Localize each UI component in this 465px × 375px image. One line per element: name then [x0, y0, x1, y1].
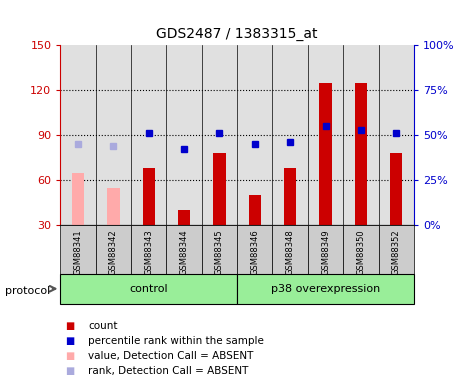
Bar [272, 45, 308, 225]
Bar [107, 188, 120, 225]
Bar [72, 172, 84, 225]
Bar [272, 225, 308, 274]
Bar [237, 274, 414, 304]
Text: value, Detection Call = ABSENT: value, Detection Call = ABSENT [88, 351, 254, 361]
Bar [308, 225, 343, 274]
Text: GSM88350: GSM88350 [356, 229, 365, 274]
Bar [213, 153, 226, 225]
Text: GSM88352: GSM88352 [392, 229, 401, 274]
Bar [343, 225, 379, 274]
Bar [379, 225, 414, 274]
Bar [237, 225, 272, 274]
Text: control: control [129, 284, 168, 294]
Text: GSM88345: GSM88345 [215, 229, 224, 274]
Bar [343, 45, 379, 225]
Bar [355, 82, 367, 225]
Text: protocol: protocol [5, 286, 50, 296]
Bar [319, 82, 332, 225]
Text: ■: ■ [65, 366, 74, 375]
Bar [379, 45, 414, 225]
Bar [60, 45, 96, 225]
Bar [284, 168, 296, 225]
Text: rank, Detection Call = ABSENT: rank, Detection Call = ABSENT [88, 366, 249, 375]
Bar [202, 225, 237, 274]
Bar [390, 153, 402, 225]
Text: GSM88348: GSM88348 [286, 229, 295, 274]
Bar [96, 225, 131, 274]
Bar [178, 210, 190, 225]
Text: ■: ■ [65, 321, 74, 331]
Bar [96, 45, 131, 225]
Bar [131, 225, 166, 274]
Bar [308, 45, 343, 225]
Bar [166, 225, 202, 274]
Text: p38 overexpression: p38 overexpression [271, 284, 380, 294]
Text: ■: ■ [65, 336, 74, 346]
Text: GSM88349: GSM88349 [321, 229, 330, 274]
Bar [60, 274, 237, 304]
Text: GSM88346: GSM88346 [250, 229, 259, 274]
Bar [143, 168, 155, 225]
Text: GSM88341: GSM88341 [73, 229, 83, 274]
Text: ■: ■ [65, 351, 74, 361]
Bar [60, 225, 96, 274]
Bar [202, 45, 237, 225]
Bar [166, 45, 202, 225]
Bar [249, 195, 261, 225]
Text: percentile rank within the sample: percentile rank within the sample [88, 336, 264, 346]
Bar [131, 45, 166, 225]
Text: GSM88344: GSM88344 [179, 229, 189, 274]
Text: count: count [88, 321, 118, 331]
Title: GDS2487 / 1383315_at: GDS2487 / 1383315_at [156, 27, 318, 41]
Bar [237, 45, 272, 225]
Text: GSM88343: GSM88343 [144, 229, 153, 274]
Text: GSM88342: GSM88342 [109, 229, 118, 274]
